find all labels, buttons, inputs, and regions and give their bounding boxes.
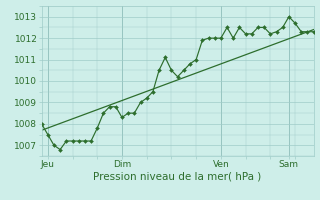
X-axis label: Pression niveau de la mer( hPa ): Pression niveau de la mer( hPa ) <box>93 172 262 182</box>
